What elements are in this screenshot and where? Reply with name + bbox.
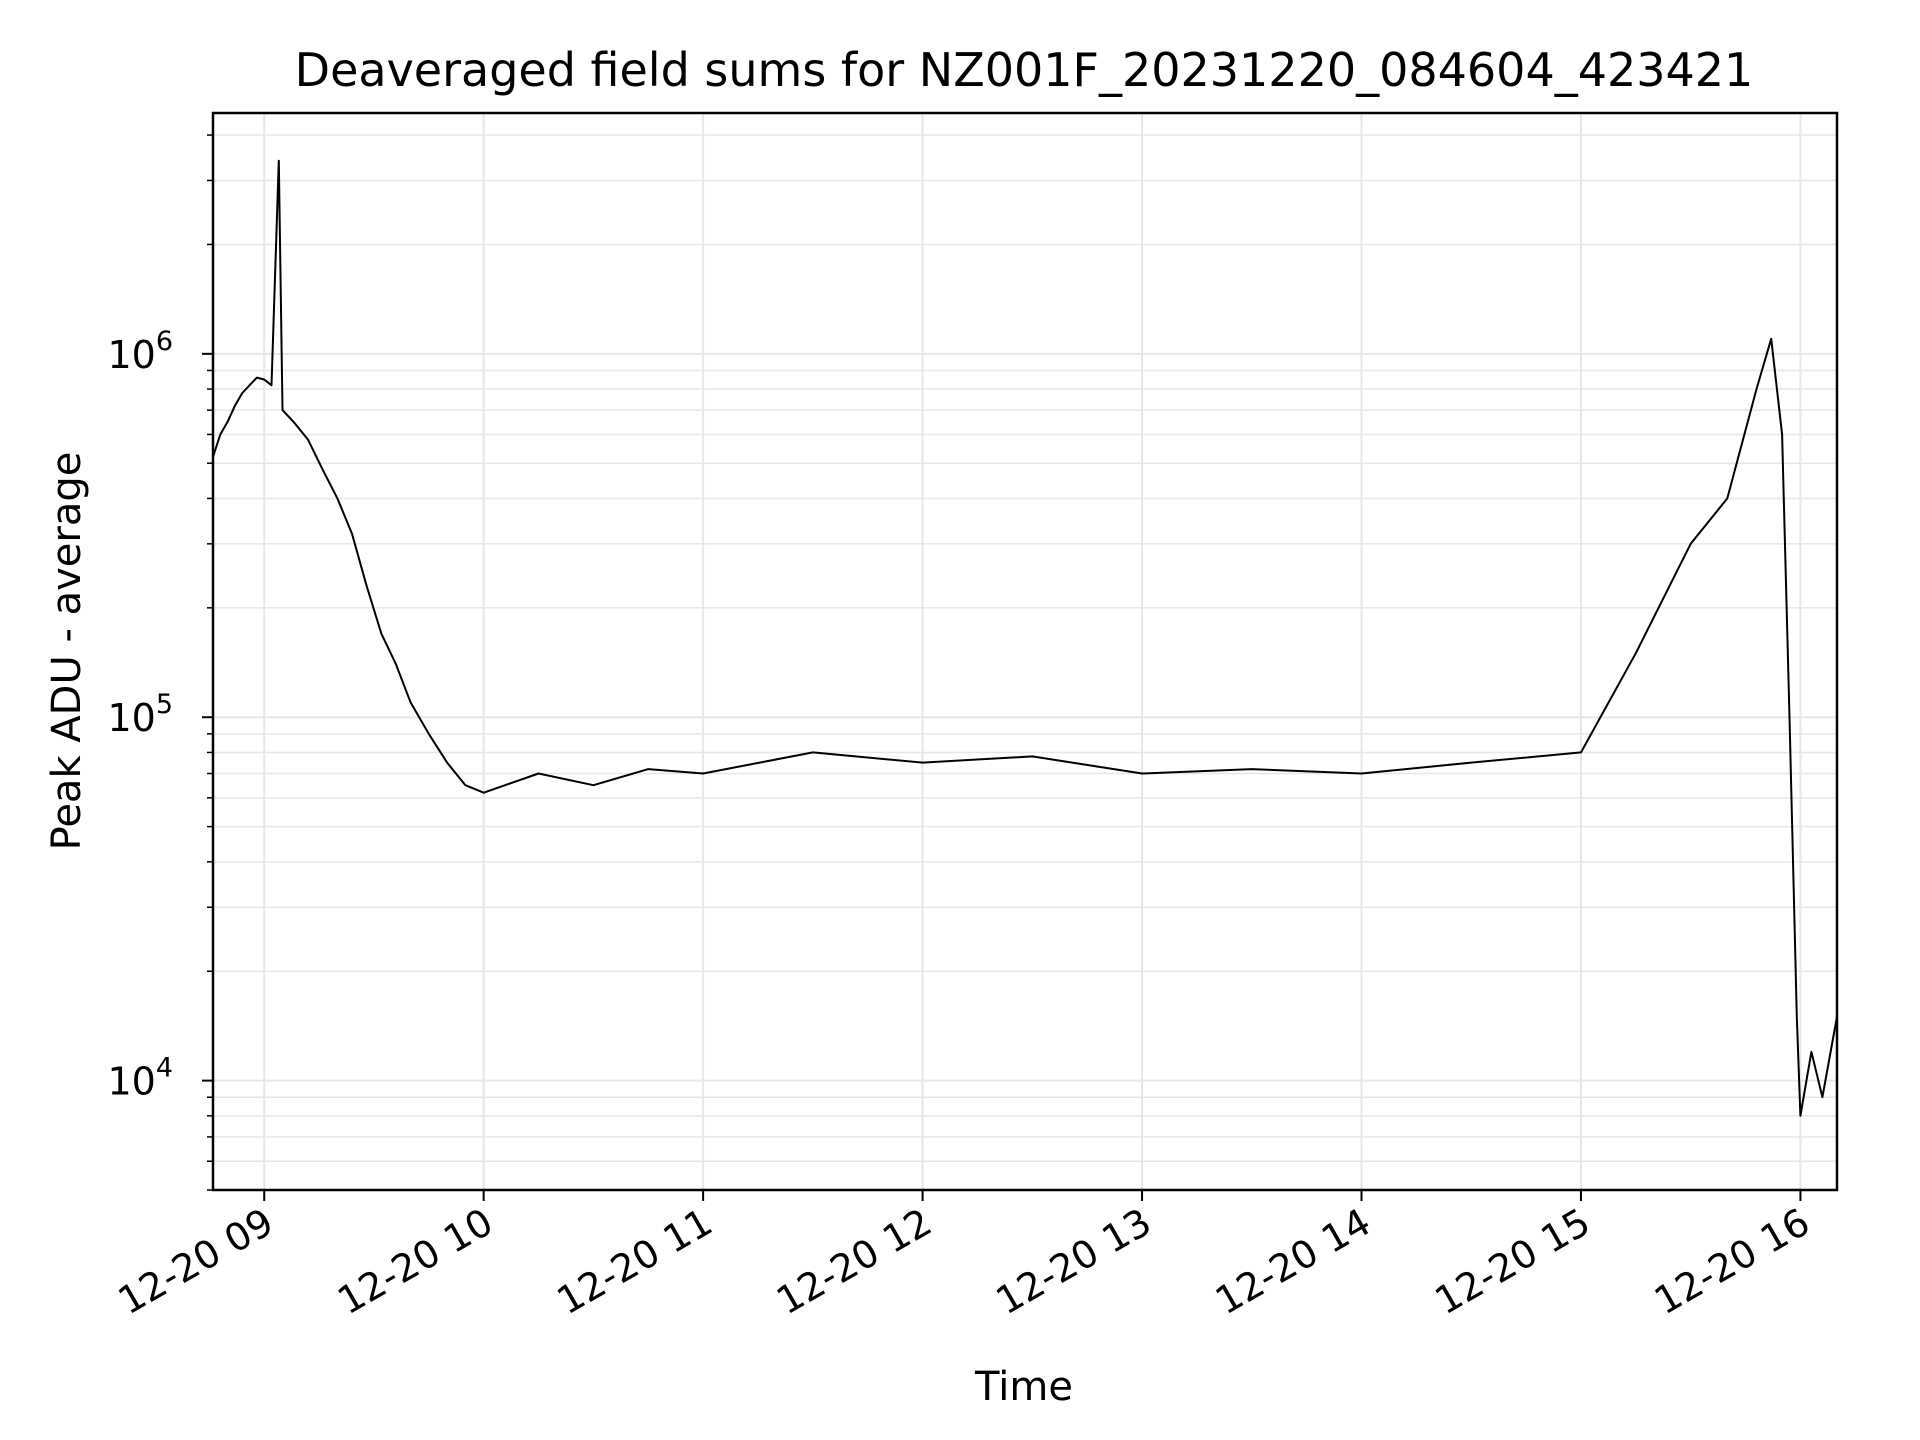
chart-title: Deaveraged field sums for NZ001F_2023122… <box>295 43 1754 97</box>
series-line <box>212 159 1838 1117</box>
grid-lines <box>213 113 1837 1191</box>
plot-frame <box>211 111 1839 1192</box>
x-axis-label: Time <box>974 1364 1073 1410</box>
y-axis-label: Peak ADU - average <box>44 452 90 851</box>
y-tick-label: 104 <box>107 1053 173 1104</box>
y-axis-ticks: 104 105 106 <box>107 134 213 1191</box>
y-tick-label: 105 <box>107 689 173 740</box>
y-tick-label: 106 <box>107 326 173 377</box>
series-line-group <box>212 159 1838 1117</box>
